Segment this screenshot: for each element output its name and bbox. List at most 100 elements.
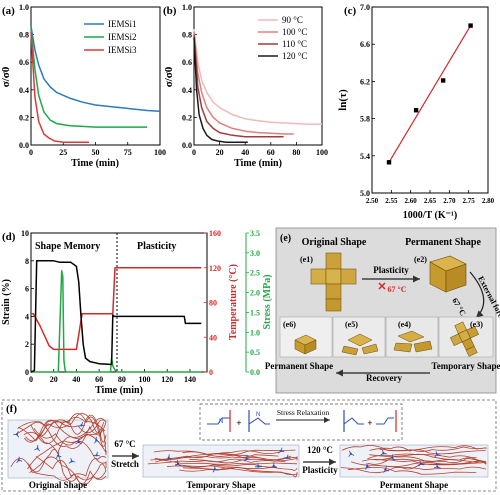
plus-sign-right: + xyxy=(367,418,372,428)
panel-d-ylabel: Strain (%) xyxy=(1,279,12,325)
x-tick-label: 2.55 xyxy=(385,197,398,205)
photo-e1-cross-shape xyxy=(310,252,357,312)
x-tick-label: 120 xyxy=(161,375,173,384)
y-tick-label: 0.6 xyxy=(182,58,192,67)
y-tick-label: 1.0 xyxy=(182,3,192,12)
x-tick-label: 100 xyxy=(316,148,328,157)
polymer-chain xyxy=(373,453,477,461)
y-tick-label: 0.0 xyxy=(182,141,192,150)
y3-tick-label: 0.0 xyxy=(250,368,260,377)
permanent-shape-bottom-label: Permanent Shape xyxy=(265,361,333,371)
crosslink-node-icon xyxy=(270,462,278,468)
photo-e4-label: (e4) xyxy=(398,320,411,329)
original-shape-network-label: Original Shape xyxy=(29,480,87,490)
panel-a-ylabel: σ/σ0 xyxy=(0,66,12,87)
plasticity-arrow-label: Plasticity xyxy=(373,265,409,275)
series-line-Temperature xyxy=(31,267,202,351)
series-line-IEMSi3 xyxy=(30,31,90,143)
polymer-chain xyxy=(154,454,279,463)
series-line-100 °C xyxy=(193,31,294,135)
x-tick-label: 60 xyxy=(267,148,275,157)
polymer-chain xyxy=(150,450,280,461)
x-tick-label: 100 xyxy=(154,148,166,157)
panel-b-ylabel: σ/σ0 xyxy=(163,66,175,87)
network-original-block xyxy=(7,419,109,479)
photo-strip xyxy=(279,316,494,358)
polymer-chain xyxy=(367,459,487,466)
y-tick-label: 6.2 xyxy=(360,77,370,86)
data-point xyxy=(413,108,419,113)
crosslink-node-icon xyxy=(277,447,285,454)
data-point xyxy=(386,160,392,165)
y-tick-label: 0.4 xyxy=(182,86,192,95)
series-line-IEMSi1 xyxy=(30,26,161,112)
y3-tick-label: 3.5 xyxy=(250,229,260,238)
x-tick-label: 2.75 xyxy=(463,197,476,205)
x-tick-label: 20 xyxy=(216,148,224,157)
x-tick-label: 40 xyxy=(241,148,249,157)
crosslink-node-icon xyxy=(94,436,100,444)
cross-temp-label: 67 °C xyxy=(388,285,407,294)
y-tick-label: 7.0 xyxy=(360,3,370,12)
crosslink-node-icon xyxy=(34,444,41,452)
y3-tick-label: 2.0 xyxy=(250,289,260,298)
panel-a-xlabel: Time (min) xyxy=(71,158,119,169)
crosslink-node-icon xyxy=(75,438,83,445)
y-tick-label: 0.8 xyxy=(182,31,192,40)
imine-bond-exchanged-left-icon xyxy=(343,410,364,432)
plasticity-step-label: Plasticity xyxy=(302,465,338,475)
polymer-chain xyxy=(30,413,107,447)
photo-e3-label: (e3) xyxy=(470,320,483,329)
crosslink-node-icon xyxy=(283,454,291,460)
recovery-label: Recovery xyxy=(366,373,402,383)
panel-e-original-title: Original Shape xyxy=(302,237,367,248)
panel-e-permanent-title: Permanent Shape xyxy=(405,237,481,248)
crosslink-node-icon xyxy=(364,463,371,470)
crosslink-node-icon xyxy=(348,450,355,457)
y-tick-label: 0.4 xyxy=(19,86,29,95)
stress-relaxation-label: Stress Relaxation xyxy=(277,408,330,417)
crosslink-node-icon xyxy=(55,452,62,459)
photo-e6-label: (e6) xyxy=(283,320,296,329)
polymer-chain xyxy=(33,427,107,469)
panel-c-label: (c) xyxy=(344,5,357,17)
panel-d-label: (d) xyxy=(2,231,16,243)
x-tick-label: 25 xyxy=(59,148,67,157)
x-tick-label: 140 xyxy=(184,375,196,384)
panel-b-xlabel: Time (min) xyxy=(234,158,282,169)
photo-e1-label: (e1) xyxy=(300,255,313,264)
y-tick-label: 1.0 xyxy=(19,3,29,12)
y2-tick-label: 80 xyxy=(209,299,217,308)
crosslink-node-icon xyxy=(388,454,396,461)
polymer-chain xyxy=(383,460,487,468)
panel-c-frame xyxy=(371,6,489,194)
panel-b-legend: 90 °C 100 °C 110 °C 120 °C xyxy=(258,15,307,61)
panel-d-plot: 0 20 40 60 80 100 120 1400246810040801201600.00… xyxy=(21,229,260,384)
y2-tick-label: 40 xyxy=(209,333,217,342)
x-tick-label: 80 xyxy=(292,148,300,157)
stretch-label: Stretch xyxy=(111,459,139,469)
panel-e: (e) Original Shape Permanent Shape (e1) … xyxy=(265,227,500,394)
y-tick-label: 5.4 xyxy=(360,152,370,161)
svg-text:N: N xyxy=(256,412,260,418)
legend-label-100 °C: 100 °C xyxy=(282,27,307,37)
fit-line xyxy=(388,25,472,163)
series-line-120 °C xyxy=(193,37,248,143)
polymer-chain xyxy=(189,456,298,464)
y-tick-label: 0 xyxy=(25,368,29,377)
series-line-90 °C xyxy=(193,29,322,126)
crosslink-node-icon xyxy=(418,460,425,467)
network-temporary-chains xyxy=(147,447,298,478)
stretch-temp-label: 67 °C xyxy=(114,439,135,449)
y3-tick-label: 0.5 xyxy=(250,348,260,357)
y-tick-label: 6.6 xyxy=(360,40,370,49)
polymer-chain xyxy=(29,449,107,482)
y-tick-label: 6 xyxy=(25,285,29,294)
y-tick-label: 0.8 xyxy=(19,31,29,40)
panel-b-plot: 0 20 40 60 80 100 0.0 0.2 0.4 0.6 0.8 1.0 xyxy=(182,3,328,157)
y3-tick-label: 1.0 xyxy=(250,328,260,337)
polymer-chain xyxy=(367,453,487,465)
crosslink-node-icon xyxy=(166,454,172,461)
y-tick-label: 0.6 xyxy=(19,58,29,67)
permanent-shape-network-label: Permanent Shape xyxy=(380,480,448,490)
